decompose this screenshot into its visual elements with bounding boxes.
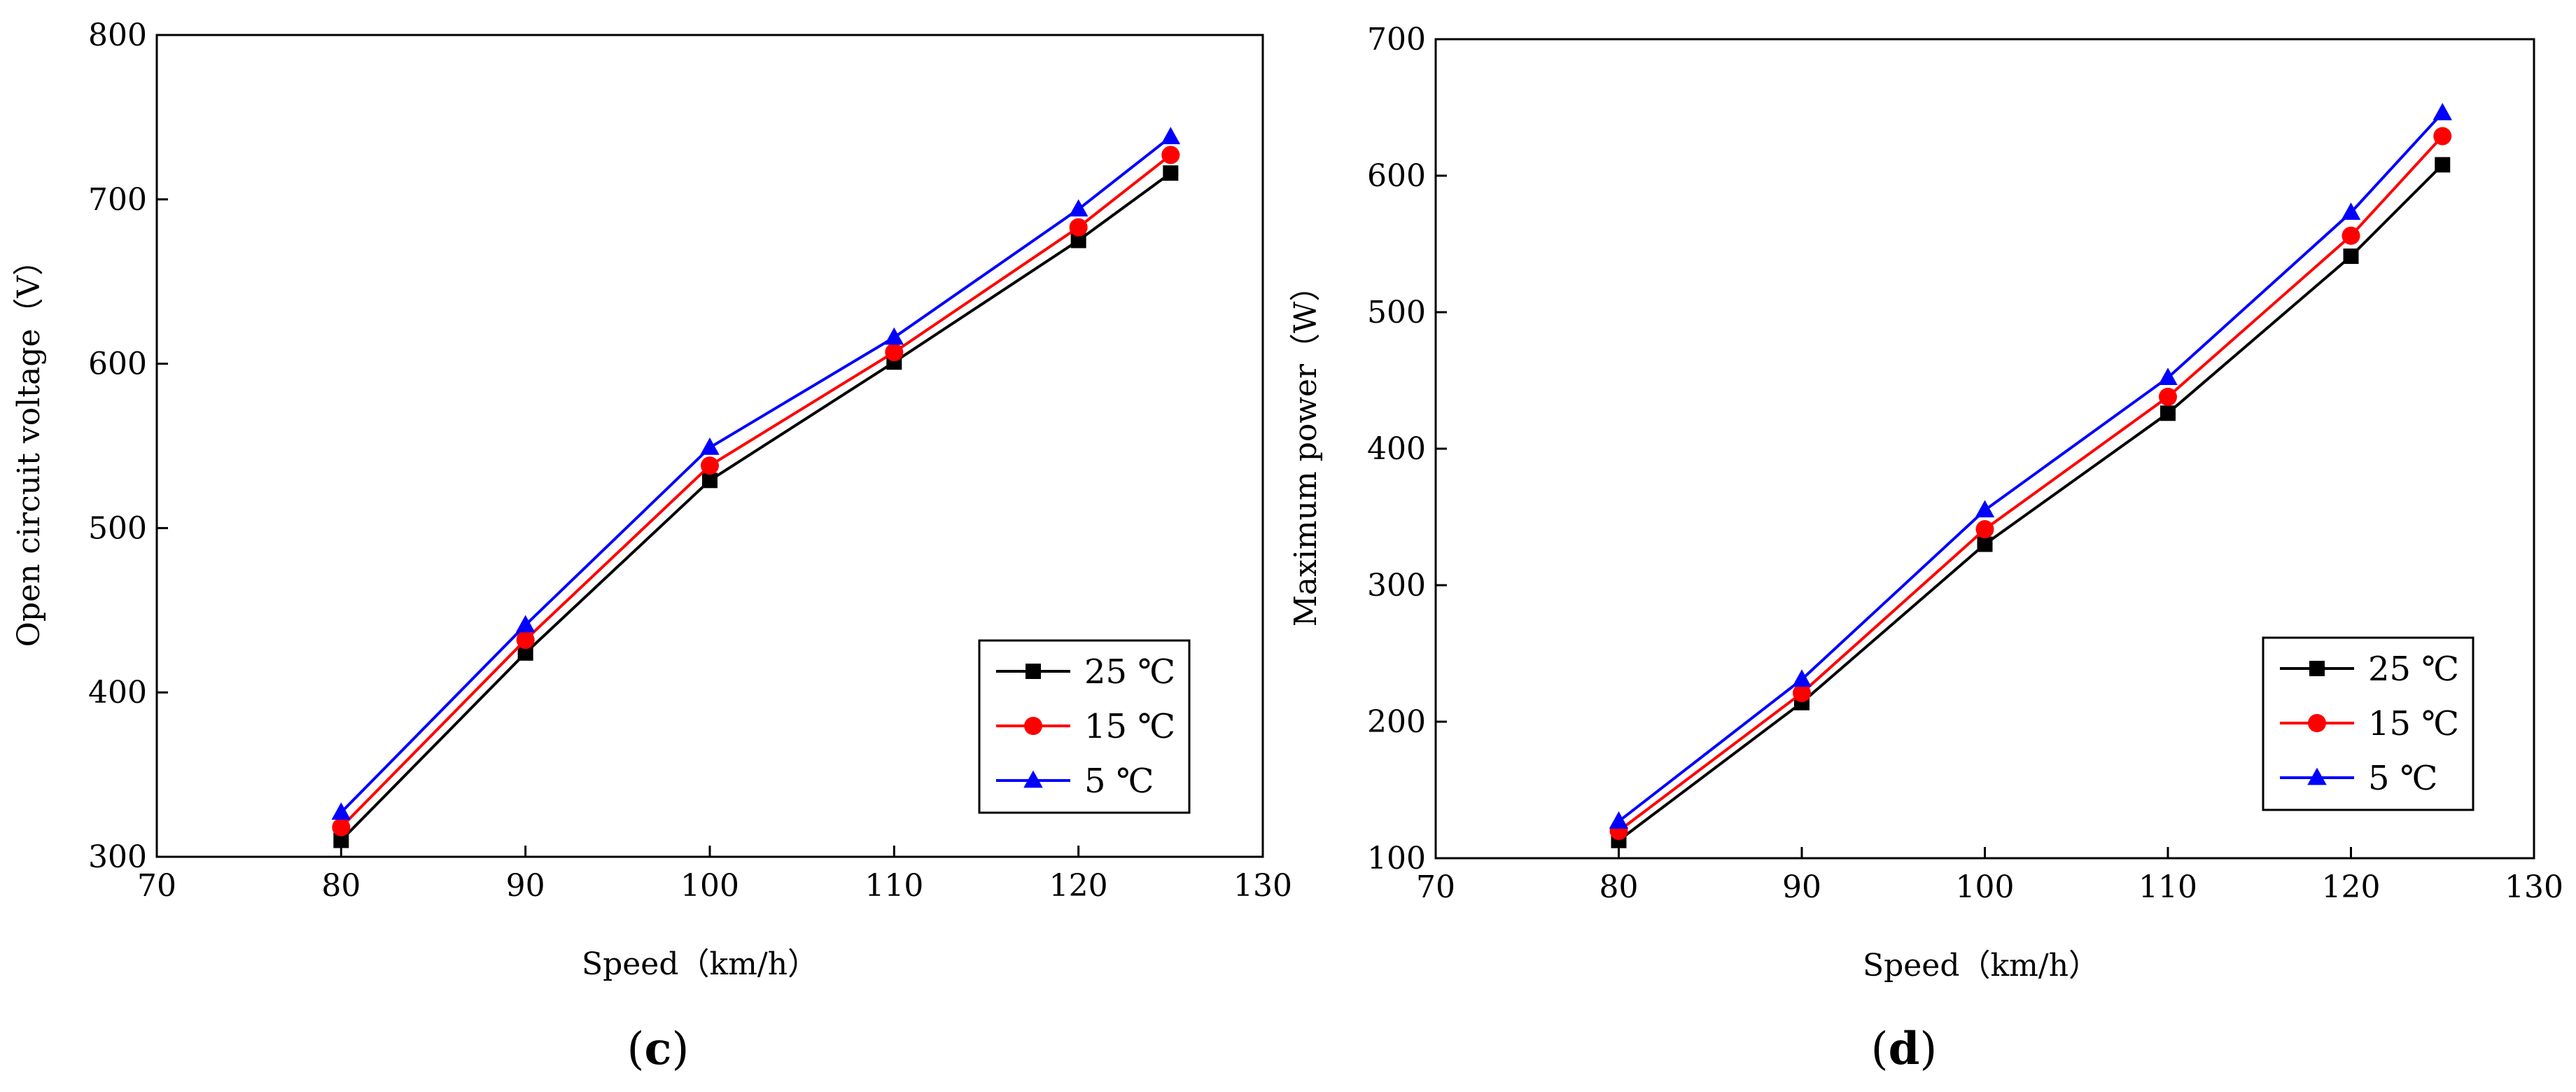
panel-label: (c): [627, 1023, 690, 1075]
data-point: [1068, 199, 1088, 217]
data-point: [1975, 520, 1994, 539]
x-tick-label: 80: [321, 868, 360, 904]
data-point: [1977, 536, 1993, 552]
data-point: [1070, 232, 1086, 248]
y-tick-label: 400: [88, 675, 147, 710]
data-point: [700, 438, 720, 455]
y-tick-label: 200: [1367, 704, 1426, 740]
data-point: [2341, 202, 2361, 220]
data-point: [331, 802, 351, 820]
series-1: [332, 146, 1180, 836]
legend: 25 ℃ 15 ℃ 5 ℃: [2262, 636, 2474, 811]
y-tick-label: 800: [88, 18, 147, 53]
data-point: [1161, 146, 1180, 164]
legend-label: 5 ℃: [1084, 762, 1154, 801]
x-tick-label: 90: [506, 868, 545, 904]
y-tick-label: 600: [1367, 158, 1426, 194]
legend-marker: [2308, 714, 2326, 732]
data-point: [1793, 684, 1811, 703]
legend-label: 25 ℃: [2368, 650, 2459, 689]
legend-label: 15 ℃: [2368, 704, 2459, 743]
chart-panel-c: 70 80 90 100 110 120 130 300 400 500 600 700 800 Spee…: [11, 18, 1292, 1075]
x-tick-label: 110: [864, 868, 923, 904]
x-tick-label: 80: [1600, 869, 1639, 905]
x-tick-label: 100: [1956, 869, 2015, 905]
legend: 25 ℃ 15 ℃ 5 ℃: [978, 639, 1191, 814]
data-point: [2343, 248, 2359, 265]
x-tick-label: 70: [1416, 869, 1455, 905]
x-tick-label: 120: [1049, 868, 1108, 904]
data-point: [333, 832, 349, 848]
data-point: [517, 645, 533, 661]
data-point: [2433, 127, 2452, 146]
data-point: [332, 818, 351, 836]
x-tick-label: 70: [137, 868, 176, 904]
y-tick-label: 600: [88, 346, 147, 382]
series-0: [333, 165, 1179, 848]
series-2: [1609, 102, 2452, 829]
series-1: [1609, 127, 2452, 840]
y-tick-label: 100: [1367, 841, 1426, 876]
series-line: [1618, 111, 2444, 822]
series-line: [340, 153, 1172, 829]
legend-label: 15 ℃: [1084, 707, 1175, 746]
x-axis-label: Speed（km/h）: [582, 946, 818, 982]
data-point: [702, 472, 718, 489]
x-tick-label: 120: [2322, 869, 2381, 905]
y-axis-label: Maximum power（W）: [1288, 271, 1324, 627]
data-point: [1069, 218, 1088, 237]
data-point: [2432, 102, 2452, 120]
series-line: [340, 172, 1172, 841]
x-axis-label: Speed（km/h）: [1863, 948, 2099, 983]
data-point: [1975, 500, 1995, 518]
data-point: [2160, 405, 2176, 421]
legend-label: 25 ℃: [1084, 652, 1175, 692]
legend-marker: [1024, 717, 1042, 735]
y-tick-label: 700: [88, 182, 147, 218]
data-point: [516, 631, 535, 650]
y-tick-label: 500: [88, 510, 147, 546]
data-point: [1163, 165, 1179, 181]
series-2: [331, 127, 1181, 820]
series-line: [1618, 163, 2444, 842]
data-point: [885, 343, 904, 362]
x-tick-label: 130: [1233, 868, 1292, 904]
chart-panel-d: 70 80 90 100 110 120 130 100 200 300 400 500 600 700 S…: [1288, 22, 2563, 1075]
x-tick-label: 130: [2505, 869, 2563, 905]
data-point: [2158, 368, 2178, 385]
legend-marker: [2309, 661, 2325, 676]
y-axis-label: Open circuit voltage（V）: [11, 245, 47, 647]
data-point: [2159, 387, 2177, 406]
x-tick-label: 100: [680, 868, 739, 904]
data-point: [1161, 127, 1181, 144]
x-tick-label: 110: [2138, 869, 2197, 905]
legend-marker: [1026, 664, 1041, 679]
data-point: [701, 456, 719, 475]
legend-marker: [2307, 767, 2327, 785]
data-point: [1609, 811, 1629, 829]
y-tick-label: 500: [1367, 295, 1426, 330]
y-tick-label: 300: [88, 839, 147, 875]
data-point: [884, 327, 904, 345]
data-point: [2435, 157, 2451, 173]
y-tick-label: 300: [1367, 568, 1426, 603]
panel-label: (d): [1871, 1023, 1938, 1075]
series-line: [340, 136, 1172, 814]
data-point: [2342, 226, 2360, 245]
y-tick-label: 700: [1367, 22, 1426, 57]
x-tick-label: 90: [1782, 869, 1821, 905]
legend-label: 5 ℃: [2368, 759, 2438, 798]
data-point: [515, 615, 536, 633]
legend-marker: [1023, 770, 1043, 788]
series-line: [1618, 135, 2444, 832]
data-point: [1792, 669, 1812, 687]
y-tick-label: 400: [1367, 431, 1426, 467]
